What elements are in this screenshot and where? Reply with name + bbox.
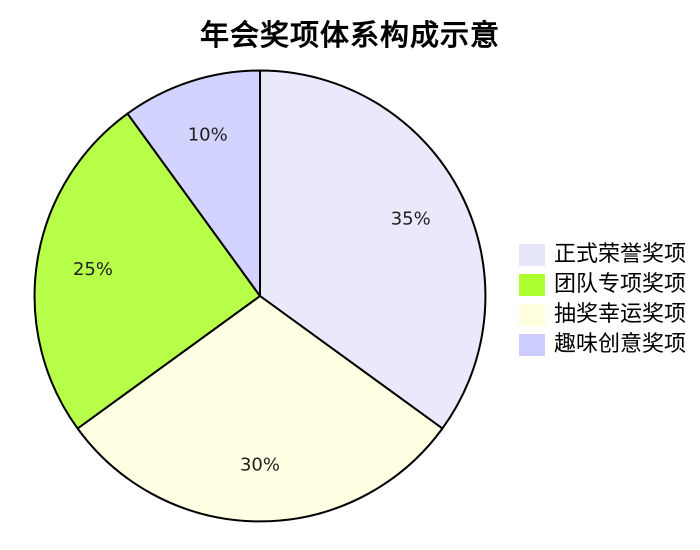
legend-swatch — [519, 334, 545, 356]
legend-item: 正式荣誉奖项 — [519, 240, 686, 270]
legend-swatch — [519, 304, 545, 326]
pie-percent-label-1: 30% — [240, 455, 280, 476]
chart-title: 年会奖项体系构成示意 — [199, 18, 500, 52]
pie-slice-0 — [259, 69, 487, 430]
legend-swatch — [519, 244, 545, 266]
pie-percent-label-3: 10% — [188, 125, 228, 146]
legend-label: 团队专项奖项 — [554, 272, 687, 297]
legend-item: 团队专项奖项 — [519, 270, 686, 300]
legend-item: 趣味创意奖项 — [519, 330, 686, 360]
legend-swatch — [519, 274, 545, 296]
pie-percent-label-0: 35% — [391, 209, 431, 230]
pie-slice-2 — [33, 112, 261, 430]
legend: 正式荣誉奖项 团队专项奖项 抽奖幸运奖项 趣味创意奖项 — [519, 240, 686, 360]
pie-slice-1 — [76, 295, 444, 523]
legend-label: 趣味创意奖项 — [554, 332, 687, 357]
legend-label: 抽奖幸运奖项 — [554, 302, 687, 327]
pie-slice-3 — [126, 69, 261, 297]
pie-percent-label-2: 25% — [73, 259, 113, 280]
legend-label: 正式荣誉奖项 — [554, 242, 687, 267]
legend-item: 抽奖幸运奖项 — [519, 300, 686, 330]
